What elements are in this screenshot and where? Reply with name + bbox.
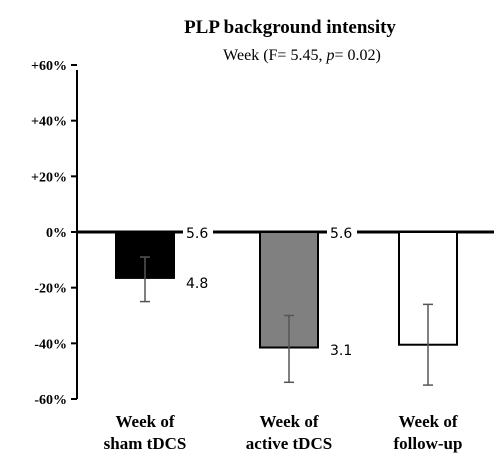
annotation-label: 5.6 [330,226,352,242]
y-tick-label: -60% [34,393,67,408]
y-tick-label: 0% [46,226,67,241]
category-label: Week of [398,412,457,431]
annotation-label: 3.1 [330,343,352,359]
annotation: 3.1 [327,340,357,359]
subtitle-prefix: Week (F= 5.45, [223,47,326,64]
annotation-background [183,274,213,293]
y-tick-label: +40% [31,115,67,130]
y-tick-label: -40% [34,337,67,352]
category-label: follow-up [394,434,463,453]
chart-title: PLP background intensity [184,17,396,38]
annotation-label: 5.6 [186,226,208,242]
category-label: Week of [259,412,318,431]
category-label: Week of [115,412,174,431]
annotation: 5.6 [183,224,213,242]
chart-subtitle: Week (F= 5.45, p= 0.02) [223,47,381,64]
subtitle-suffix: = 0.02) [334,47,380,64]
annotation-background [327,224,357,242]
annotation: 4.8 [183,274,213,293]
annotation-background [327,340,357,359]
annotation: 5.6 [327,224,357,242]
bars [115,231,458,386]
labels: Week of sham tDCS Week of active tDCS Week o… [104,224,463,453]
annotation-label: 4.8 [186,276,208,292]
y-tick-label: +20% [31,170,67,185]
y-tick-label: +60% [31,59,67,74]
category-label: active tDCS [246,434,332,453]
y-tick-label: -20% [34,282,67,297]
annotation-background [183,224,213,242]
category-label: sham tDCS [104,434,187,453]
subtitle-p: p [325,47,334,64]
